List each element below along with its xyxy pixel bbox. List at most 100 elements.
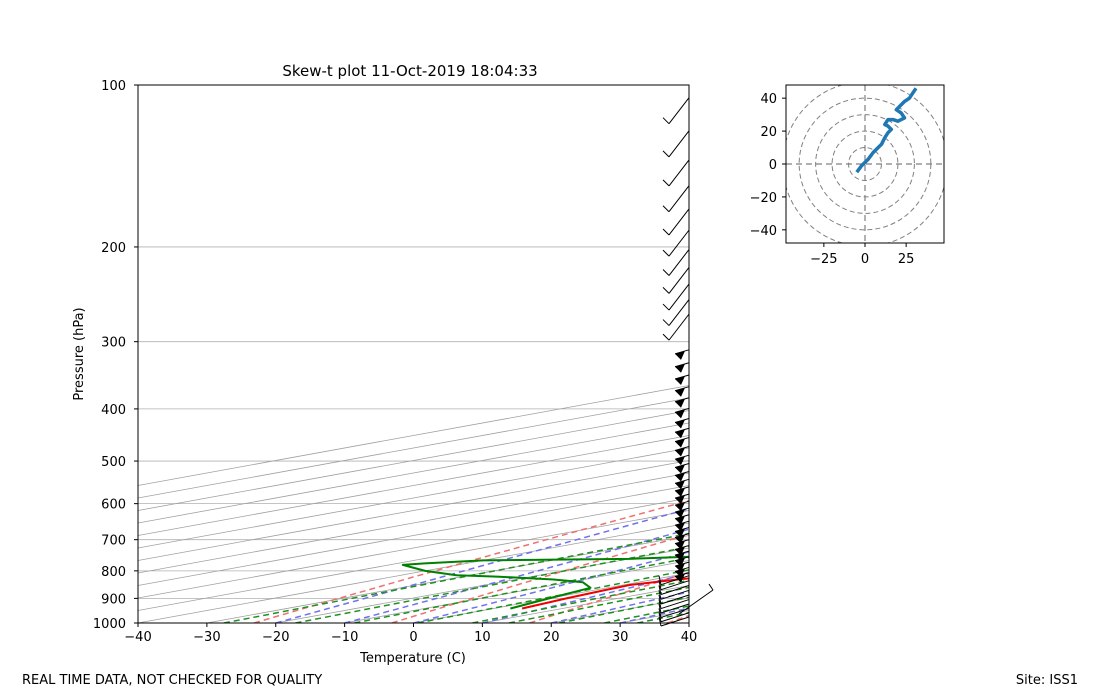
y-tick-label: 600 — [101, 498, 126, 513]
isotherm-line — [138, 435, 689, 536]
skewt-y-ticks: 100 200 300 400 500 600 700 800 900 1000 — [93, 79, 138, 632]
hodograph-plot-area — [786, 85, 944, 243]
mixing-ratio-line — [637, 611, 689, 623]
dry-adiabat-line — [943, 85, 1100, 623]
skewt-xlabel: Temperature (C) — [359, 651, 466, 666]
isotherm-line — [138, 397, 689, 499]
y-tick-label: 700 — [101, 534, 126, 549]
x-tick-label: 30 — [612, 630, 629, 645]
wind-barb — [674, 544, 690, 556]
x-tick-label: −10 — [331, 630, 358, 645]
wind-barb — [674, 418, 690, 429]
wind-barb — [674, 539, 690, 550]
wind-barb — [674, 437, 690, 448]
wind-barb — [658, 594, 690, 605]
dry-adiabat-line — [529, 571, 689, 623]
isotherm-line — [138, 385, 689, 486]
y-tick-label: 500 — [101, 455, 126, 470]
isotherm-line — [413, 572, 689, 623]
hodograph-y-tick-label: 0 — [769, 158, 777, 173]
wind-barb — [658, 616, 690, 627]
wind-barb — [674, 397, 690, 408]
mixing-ratio-line — [558, 596, 689, 623]
wind-barb — [674, 374, 690, 386]
hodograph-x-tick-label: 25 — [898, 252, 915, 267]
mixing-ratio-line — [354, 557, 689, 623]
moist-adiabat-line — [482, 572, 689, 623]
skewt-panel: Skew-t plot 11-Oct-2019 18:04:33 −40 −30 −… — [72, 62, 1100, 666]
mixing-ratio-line — [472, 579, 689, 623]
y-tick-label: 400 — [101, 403, 126, 418]
skewt-title: Skew-t plot 11-Oct-2019 18:04:33 — [282, 62, 537, 80]
hodograph-y-ticks: 40 20 0 −20 −40 — [750, 92, 786, 239]
mixing-ratio-line — [295, 546, 689, 623]
wind-barb — [674, 507, 690, 519]
x-tick-label: 40 — [681, 630, 698, 645]
wind-barb — [674, 454, 690, 466]
dry-adiabat-line — [805, 85, 1100, 623]
wind-barb — [674, 514, 690, 525]
wind-barb — [674, 533, 690, 544]
wind-barb — [674, 386, 690, 397]
hodograph-x-ticks: −25 0 25 — [810, 243, 914, 267]
wind-barb — [674, 362, 690, 373]
moist-adiabat-line — [551, 591, 689, 623]
wind-barb — [662, 267, 690, 294]
isotherm-line — [482, 585, 689, 623]
wind-barb-flag — [708, 583, 714, 591]
moist-adiabat-line — [275, 508, 689, 623]
x-tick-label: 20 — [543, 630, 560, 645]
wind-barb — [658, 589, 690, 600]
x-tick-label: −30 — [193, 630, 220, 645]
wind-barb — [674, 520, 690, 532]
wind-barb — [674, 463, 690, 474]
y-tick-label: 900 — [101, 592, 126, 607]
isotherm-line — [138, 422, 689, 524]
moist-adiabat-line — [344, 528, 689, 623]
mixing-ratio-line — [604, 605, 689, 623]
skewt-plot-area — [138, 85, 1100, 623]
y-tick-label: 800 — [101, 565, 126, 580]
mixing-ratio-line — [508, 586, 689, 623]
x-tick-label: 10 — [474, 630, 491, 645]
wind-barb — [662, 249, 690, 276]
isotherm-line — [138, 522, 689, 623]
isotherm-line — [688, 622, 689, 623]
site-label: Site: ISS1 — [1015, 673, 1078, 688]
wind-barb — [662, 208, 690, 236]
wind-barb — [658, 580, 690, 591]
wind-barb-staff — [678, 589, 714, 615]
isotherm-line — [138, 410, 689, 511]
wind-barb — [658, 585, 690, 596]
wind-barb — [674, 427, 690, 439]
wind-barb — [662, 159, 690, 187]
y-tick-label: 300 — [101, 336, 126, 351]
skewt-x-ticks: −40 −30 −20 −10 0 10 20 30 40 — [124, 623, 697, 645]
x-tick-label: −40 — [124, 630, 151, 645]
dry-adiabat-line — [667, 614, 689, 623]
moist-adiabat-line — [688, 622, 689, 623]
wind-barb — [674, 493, 690, 505]
hodograph-y-tick-label: −20 — [750, 191, 777, 206]
isotherm-line — [275, 547, 689, 623]
skewt-frame — [137, 84, 690, 624]
hodograph-y-tick-label: −40 — [750, 224, 777, 239]
wind-barb — [674, 478, 690, 490]
wind-barb — [658, 599, 690, 610]
wind-barb — [662, 283, 690, 311]
isotherm-line — [138, 460, 689, 561]
isotherm-line — [138, 447, 689, 549]
hodograph-panel: −25 0 25 40 20 0 −20 −40 — [750, 84, 945, 267]
wind-barbs-column — [658, 97, 714, 627]
isotherm-line — [138, 510, 689, 611]
y-tick-label: 100 — [101, 79, 126, 94]
wind-barb — [674, 446, 690, 457]
mixing-ratio-line — [417, 569, 689, 623]
wind-barb — [674, 486, 690, 497]
wind-barb — [662, 97, 690, 125]
wind-barb — [674, 527, 690, 538]
wind-barb — [662, 130, 690, 158]
isotherm-line — [138, 485, 689, 586]
dewpoint-profile-line — [401, 555, 689, 610]
wind-barb — [662, 313, 690, 341]
